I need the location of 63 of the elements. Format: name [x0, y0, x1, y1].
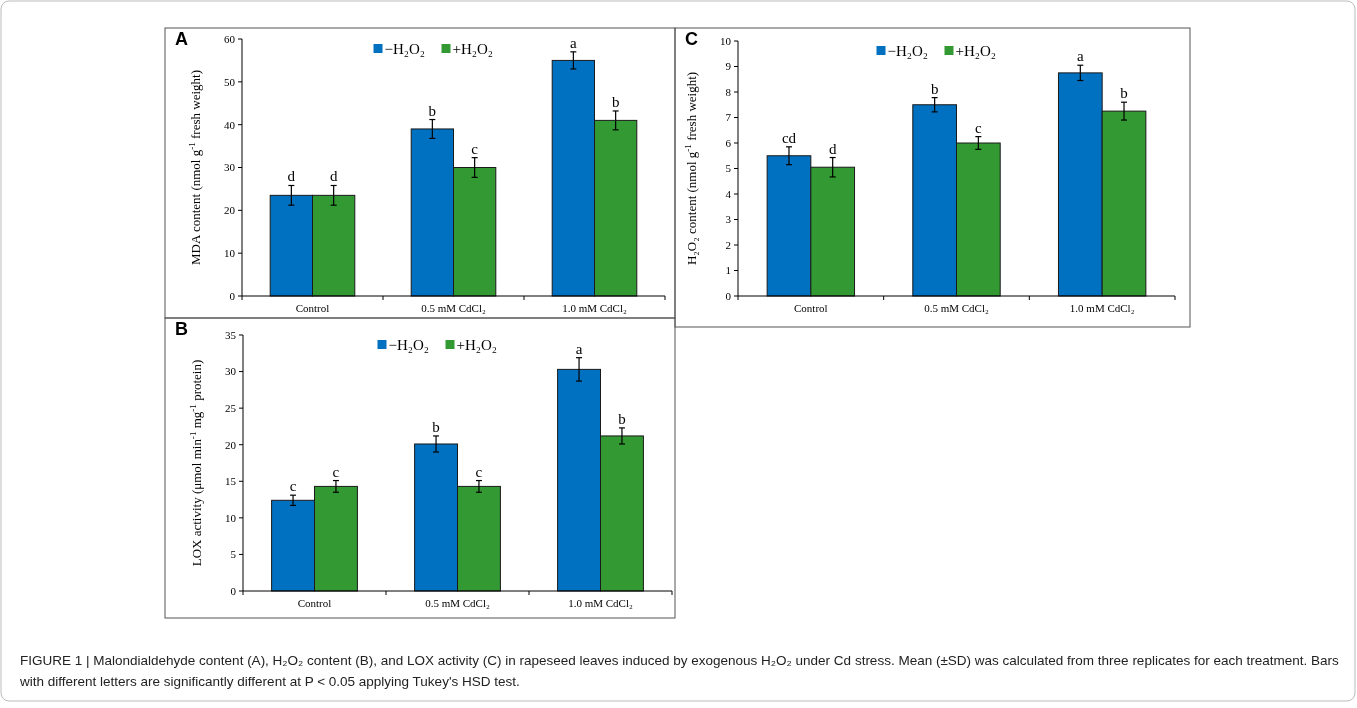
data-label: d: [287, 168, 296, 185]
data-label: b: [611, 93, 620, 110]
y-tick-label: 60: [224, 32, 236, 45]
data-label: b: [930, 80, 939, 97]
data-label: c: [975, 119, 983, 136]
x-tick-label: Control: [297, 597, 332, 609]
x-tick-label: Control: [794, 302, 828, 314]
y-tick-label: 8: [725, 85, 732, 98]
data-label: a: [1076, 48, 1084, 65]
y-tick-label: 7: [725, 111, 732, 124]
data-label: a: [570, 34, 578, 51]
y-tick-label: 10: [224, 247, 236, 260]
chart-title: C: [685, 29, 698, 49]
data-label: a: [575, 340, 583, 357]
caption: FIGURE 1 | Malondialdehyde content (A), H₂O₂ content (B), and LOX activity (C) in rapeseed leaves induced by exogenous H₂O₂ under Cd stress. Mean (±SD) was calculated from three replicates for each treatment. Bars with different letters are significantly different at P < 0.05 applying Tukey's HSD test.: [20, 652, 1340, 691]
x-tick-label: 1.0 mM CdCl₂: [1069, 302, 1135, 314]
y-tick-label: 1: [725, 264, 731, 277]
legend-label: +H₂O₂: [955, 43, 997, 60]
data-label: b: [428, 102, 437, 119]
data-label: b: [618, 410, 626, 427]
y-tick-label: 0: [229, 289, 236, 302]
y-tick-label: 35: [225, 328, 237, 341]
data-label: b: [432, 418, 440, 435]
legend-label: +H₂O₂: [452, 41, 494, 58]
data-label: b: [1120, 85, 1128, 102]
data-label: c: [471, 140, 479, 157]
y-tick-label: 10: [225, 511, 237, 524]
y-tick-label: 50: [224, 75, 236, 88]
y-tick-label: 4: [725, 187, 732, 200]
legend-label: +H₂O₂: [456, 337, 498, 354]
chart-title: B: [175, 319, 188, 339]
y-tick-label: 0: [725, 289, 732, 302]
x-tick-label: 0.5 mM CdCl₂: [421, 302, 486, 314]
legend-label: −H₂O₂: [388, 337, 430, 354]
data-label: c: [475, 463, 483, 480]
data-label: c: [289, 478, 297, 495]
data-label: c: [332, 463, 340, 480]
data-label: d: [828, 140, 837, 157]
x-tick-label: 0.5 mM CdCl₂: [425, 597, 490, 609]
data-label: d: [329, 168, 338, 185]
y-tick-label: 5: [725, 162, 732, 175]
y-tick-label: 2: [725, 238, 731, 251]
x-tick-label: 1.0 mM CdCl₂: [562, 302, 627, 314]
y-tick-label: 3: [725, 213, 732, 226]
y-tick-label: 40: [224, 118, 236, 131]
y-tick-label: 0: [230, 584, 237, 597]
y-tick-label: 10: [720, 34, 732, 47]
chart-title: A: [175, 29, 188, 49]
x-tick-label: 0.5 mM CdCl₂: [924, 302, 989, 314]
legend-label: −H₂O₂: [384, 41, 426, 58]
y-tick-label: 30: [225, 365, 237, 378]
y-tick-label: 6: [725, 136, 732, 149]
y-tick-label: 9: [725, 60, 732, 73]
y-tick-label: 25: [225, 401, 237, 414]
y-tick-label: 30: [224, 161, 236, 174]
data-label: cd: [781, 129, 797, 146]
y-tick-label: 20: [225, 438, 237, 451]
x-tick-label: Control: [295, 302, 330, 314]
y-tick-label: 20: [224, 204, 236, 217]
x-tick-label: 1.0 mM CdCl₂: [568, 597, 633, 609]
y-tick-label: 5: [230, 548, 237, 561]
legend-label: −H₂O₂: [887, 43, 929, 60]
y-tick-label: 15: [225, 475, 237, 488]
